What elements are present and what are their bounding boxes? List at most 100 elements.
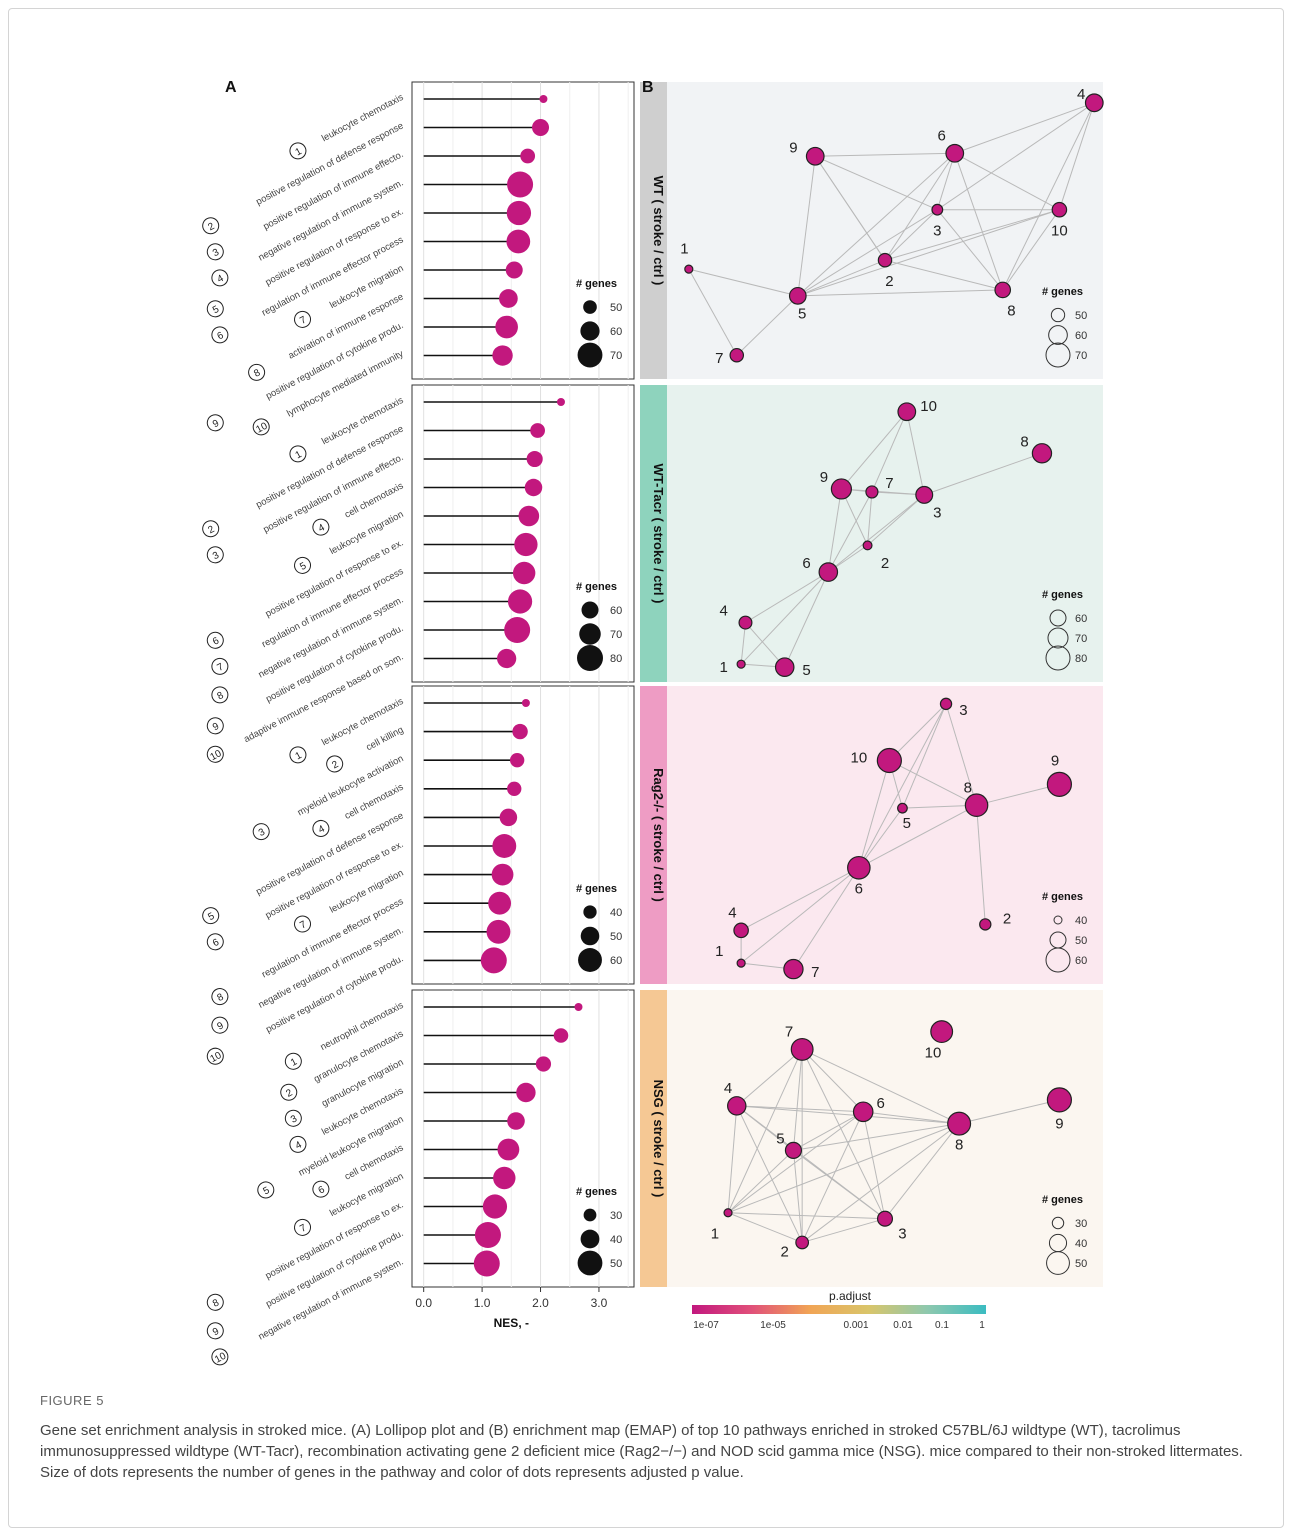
pathway-number-circle (211, 686, 229, 704)
pathway-number-circle (206, 243, 224, 261)
caption-label: FIGURE 5 (40, 1393, 104, 1408)
pathway-number-circle (206, 933, 224, 951)
lollipop-dot (497, 1138, 520, 1161)
emap-edge (736, 295, 799, 356)
emap-node-label: 4 (720, 603, 728, 620)
pathway-number-circle (289, 746, 307, 764)
size-legend-dot (579, 623, 601, 645)
emap-node (1031, 443, 1053, 464)
emap-legend-circle (1049, 609, 1067, 627)
emap-node-label: 1 (711, 1226, 719, 1243)
emap-node-label: 4 (724, 1080, 732, 1097)
emap-edge (954, 152, 1060, 211)
emap-edge (863, 1111, 960, 1125)
emap-edge (814, 155, 886, 261)
emap-legend-label: 70 (1075, 633, 1087, 645)
pathway-number-circle (206, 414, 224, 432)
emap-node (1084, 93, 1104, 113)
group-strip (640, 385, 667, 682)
emap-node (945, 143, 965, 163)
lollipop-dot (499, 808, 518, 827)
emap-edge (801, 1048, 960, 1125)
emap-edge (740, 867, 860, 931)
emap-node (876, 747, 902, 774)
pathway-number-circle (312, 1180, 330, 1198)
emap-edge (727, 1150, 794, 1214)
pathway-number: 9 (216, 1020, 226, 1033)
pathway-name: cell killing (364, 725, 405, 754)
colorbar-tick-label: 0.01 (893, 1320, 913, 1331)
colorbar: p.adjust 1e-07 1e-05 0.001 0.01 0.1 1 (692, 1289, 986, 1331)
emap-edge (902, 804, 977, 809)
size-legend-dot (583, 905, 597, 919)
emap-edge (976, 805, 986, 925)
emap-edge (945, 703, 978, 806)
panel-label-b: B (642, 79, 654, 96)
emap-edge (736, 1105, 803, 1243)
emap-legend-circle (1045, 645, 1071, 671)
pathway-number: 2 (206, 524, 216, 537)
pathway-number-circle (294, 310, 312, 328)
group-label: WT ( stroke / ctrl ) (651, 176, 666, 286)
lollipop-dot (486, 919, 511, 944)
size-legend-dot (577, 342, 603, 368)
size-legend-title: # genes (576, 1186, 617, 1198)
emap-edge (797, 289, 1003, 297)
emap-edge (937, 102, 1095, 211)
size-legend-label: 50 (610, 1258, 622, 1270)
emap-node-label: 8 (964, 779, 972, 796)
emap-legend-circle (1048, 325, 1068, 345)
emap-legend-label: 40 (1075, 1238, 1087, 1250)
pathway-number-circle (206, 300, 224, 318)
pathway-number-circle (284, 1109, 302, 1127)
lollipop-dot (507, 589, 533, 614)
emap-node (876, 1210, 894, 1227)
emap-legend-label: 80 (1075, 653, 1087, 665)
size-legend-dot (578, 948, 602, 972)
size-legend-dot (583, 300, 597, 314)
pathway-number: 10 (209, 1050, 224, 1065)
emap-node-label: 6 (802, 555, 810, 572)
lollipop-dot (509, 753, 525, 768)
emap-node-label: 7 (885, 475, 893, 492)
emap-edge (793, 1123, 960, 1151)
emap-node (736, 958, 746, 968)
pathway-number: 8 (211, 1297, 221, 1310)
pathway-number: 3 (257, 827, 267, 840)
emap-node-label: 2 (881, 555, 889, 572)
emap-node (847, 855, 871, 880)
emap-node-label: 2 (1003, 910, 1011, 927)
emap-edge (841, 488, 925, 496)
emap-node-label: 6 (938, 127, 946, 144)
pathway-number: 6 (211, 635, 221, 648)
lollipop-dot (514, 532, 538, 557)
emap-edge (727, 1049, 803, 1213)
pathway-number: 2 (284, 1087, 294, 1100)
emap-edge (797, 156, 816, 296)
emap-edge (871, 411, 908, 493)
pathway-number-circle (211, 1016, 229, 1034)
emap-edge (745, 571, 829, 624)
emap-edge (736, 1049, 803, 1107)
size-legend-label: 60 (610, 605, 622, 617)
pathway-number: 6 (317, 1184, 327, 1197)
pathway-number-circle (211, 657, 229, 675)
emap-node-label: 5 (798, 306, 806, 323)
pathway-number: 1 (294, 750, 304, 763)
emap-node (788, 286, 807, 305)
pathway-number-circle (206, 631, 224, 649)
pathway-number-circle (312, 819, 330, 837)
size-legend-dot (580, 1229, 600, 1249)
pathway-number: 5 (211, 304, 221, 317)
lollipop-dot (535, 1056, 552, 1072)
emap-node-label: 2 (781, 1243, 789, 1260)
emap-legend-circle (1051, 1216, 1065, 1230)
emap-node (727, 1096, 747, 1116)
emap-edge (802, 1218, 886, 1243)
emap-node-label: 4 (728, 904, 736, 921)
emap-edge (867, 491, 873, 546)
